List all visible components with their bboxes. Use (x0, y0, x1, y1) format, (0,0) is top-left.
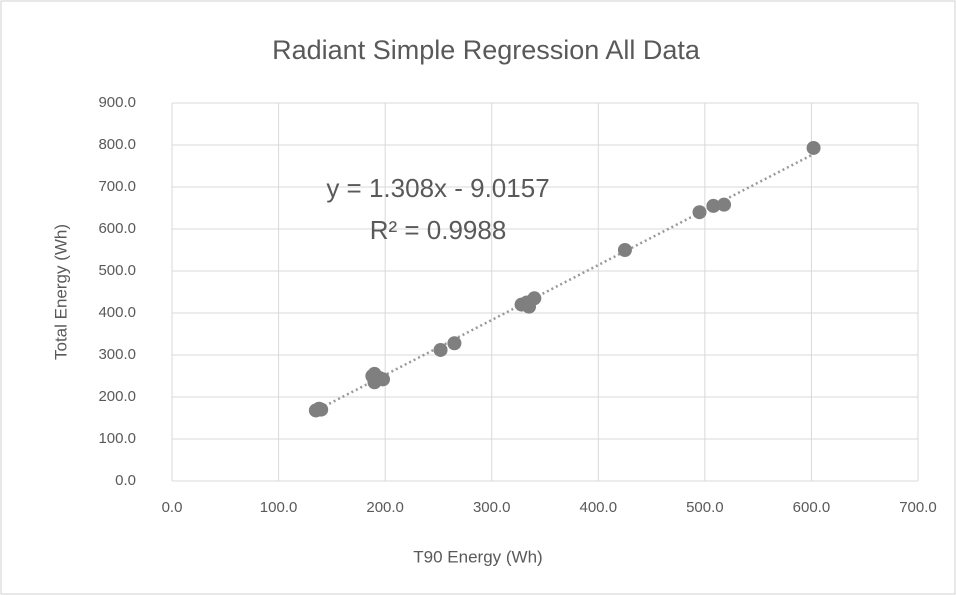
point (527, 291, 542, 306)
point (717, 197, 732, 212)
x-axis-label: T90 Energy (Wh) (413, 547, 542, 566)
point (314, 402, 329, 417)
point (447, 336, 462, 351)
point (367, 375, 382, 390)
y-tick-label: 700.0 (98, 178, 136, 195)
point (706, 198, 721, 213)
y-tick-label: 800.0 (98, 136, 136, 153)
y-tick-label: 900.0 (98, 94, 136, 111)
y-tick-label: 300.0 (98, 346, 136, 363)
x-tick-label: 500.0 (686, 499, 724, 516)
y-tick-label: 600.0 (98, 220, 136, 237)
y-tick-label: 100.0 (98, 430, 136, 447)
trendline (315, 152, 815, 412)
x-tick-label: 600.0 (793, 499, 831, 516)
point (806, 140, 821, 155)
y-tick-label: 0.0 (115, 472, 136, 489)
point (433, 342, 448, 357)
x-tick-label: 200.0 (366, 499, 404, 516)
x-tick-label: 700.0 (899, 499, 937, 516)
point (692, 205, 707, 220)
point (617, 243, 632, 257)
y-axis-label: Total Energy (Wh) (51, 224, 70, 360)
x-tick-label: 0.0 (162, 499, 183, 516)
trendline-r2: R² = 0.9988 (370, 215, 507, 245)
x-tick-label: 300.0 (473, 499, 511, 516)
trendline-equation: y = 1.308x - 9.0157 (326, 173, 549, 203)
y-tick-label: 200.0 (98, 388, 136, 405)
y-tick-label: 500.0 (98, 262, 136, 279)
x-tick-label: 400.0 (580, 499, 618, 516)
y-tick-label: 400.0 (98, 304, 136, 321)
chart-title: Radiant Simple Regression All Data (272, 35, 701, 65)
x-tick-label: 100.0 (260, 499, 298, 516)
